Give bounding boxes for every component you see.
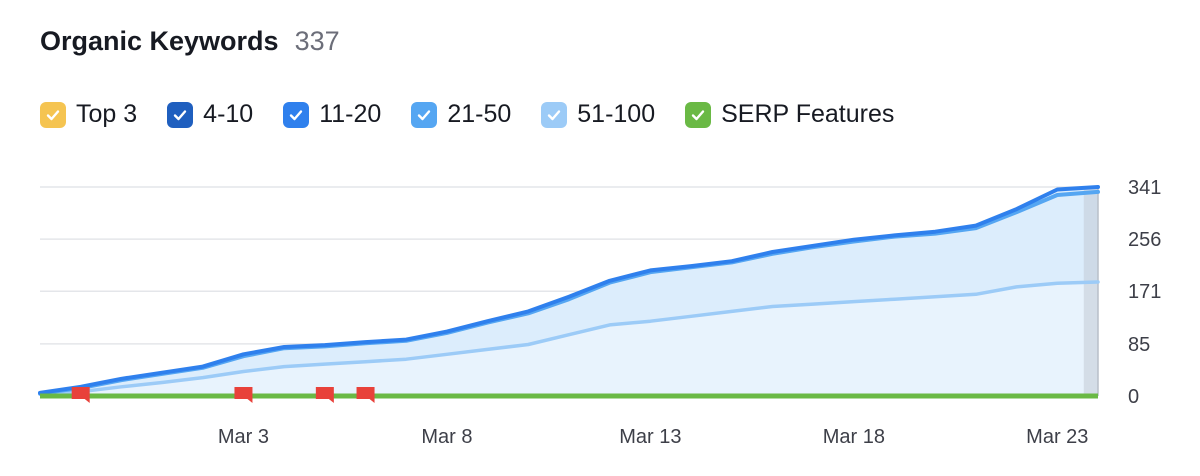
legend-label: 21-50: [447, 100, 512, 128]
hover-band: [1083, 187, 1098, 396]
chart-legend: Top 3 4-10 11-20 21-50 51-100 SERP Featu…: [40, 100, 924, 129]
checkbox-checked-icon[interactable]: [40, 101, 66, 128]
legend-item-51-100[interactable]: 51-100: [541, 100, 655, 129]
note-flag-icon: [356, 387, 375, 403]
note-flag-icon: [315, 387, 334, 403]
organic-keywords-chart: 0 85 171 256 341 Mar 3 Mar 8 Mar 13 Mar 18 Mar 23: [38, 177, 1161, 448]
series-line-0: [38, 185, 1100, 395]
checkbox-checked-icon[interactable]: [411, 101, 438, 128]
legend-item-21-50[interactable]: 21-50: [411, 100, 511, 129]
legend-label: 11-20: [319, 100, 382, 128]
keyword-count: 337: [294, 26, 340, 56]
area-51-100: [40, 282, 1098, 396]
y-tick-label: 0: [1128, 386, 1139, 408]
y-tick-label: 341: [1128, 177, 1161, 199]
checkbox-checked-icon[interactable]: [541, 101, 568, 128]
legend-label: 4-10: [203, 100, 254, 128]
widget-title: Organic Keywords: [40, 26, 279, 56]
legend-item-11-20[interactable]: 11-20: [283, 100, 381, 129]
checkbox-checked-icon[interactable]: [685, 101, 712, 128]
checkbox-checked-icon[interactable]: [167, 101, 194, 128]
checkbox-checked-icon[interactable]: [283, 101, 310, 128]
x-tick-label: Mar 23: [1026, 426, 1088, 448]
legend-label: SERP Features: [721, 100, 895, 128]
legend-item-4-10[interactable]: 4-10: [167, 100, 253, 129]
note-flag-icon: [71, 387, 90, 403]
legend-item-top3[interactable]: Top 3: [40, 100, 137, 129]
x-tick-label: Mar 3: [218, 426, 269, 448]
x-tick-label: Mar 8: [421, 426, 472, 448]
widget-header: Organic Keywords 337: [40, 26, 340, 57]
legend-item-serp-features[interactable]: SERP Features: [685, 100, 894, 129]
series-line-2: [38, 280, 1100, 396]
legend-label: Top 3: [76, 100, 138, 128]
x-tick-label: Mar 13: [619, 426, 681, 448]
x-tick-label: Mar 18: [823, 426, 885, 448]
note-flag-icon: [234, 387, 253, 403]
legend-label: 51-100: [577, 100, 656, 128]
y-tick-label: 256: [1128, 229, 1161, 251]
y-tick-label: 85: [1128, 334, 1150, 356]
y-tick-label: 171: [1128, 281, 1161, 303]
